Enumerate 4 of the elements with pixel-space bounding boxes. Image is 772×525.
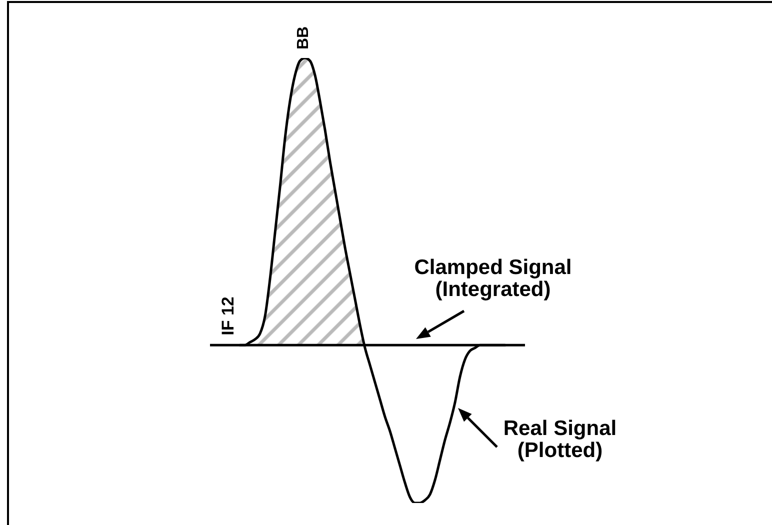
annotation: IF 12: [218, 296, 238, 336]
annotation: Real Signal (Plotted): [502, 417, 618, 462]
text: BB: [295, 26, 312, 50]
annotation: Clamped Signal (Integrated): [413, 256, 573, 301]
